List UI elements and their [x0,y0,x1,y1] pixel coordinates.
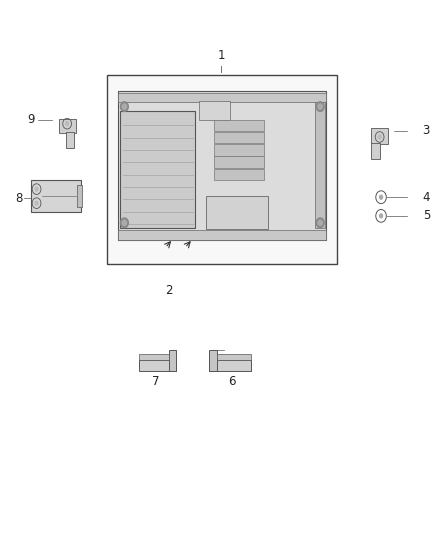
Text: 9: 9 [27,114,35,126]
Bar [214,156,264,168]
Text: 2: 2 [165,284,173,297]
Bar [120,111,195,228]
Circle shape [65,121,69,126]
Bar [214,144,264,156]
Bar [139,360,176,371]
Text: 3: 3 [423,124,430,137]
Text: 5: 5 [423,209,430,222]
Bar [217,354,251,360]
Text: 7: 7 [152,375,159,387]
Text: 8: 8 [15,192,23,205]
Bar [59,119,75,133]
Bar [209,350,217,371]
Bar [139,354,169,360]
Bar [214,132,264,143]
Text: 6: 6 [228,375,236,387]
Bar [118,93,326,102]
Circle shape [34,187,39,192]
Bar [214,119,264,131]
Circle shape [316,102,324,111]
Bar [371,143,380,159]
Circle shape [120,102,128,111]
Bar [209,360,251,371]
Bar [315,102,325,228]
Bar [199,101,230,120]
Circle shape [34,200,39,206]
Bar [31,180,81,212]
Circle shape [318,104,322,109]
Bar [107,75,337,264]
Text: 1: 1 [217,50,225,62]
Circle shape [122,220,127,225]
Circle shape [316,218,324,228]
Circle shape [378,134,382,140]
Bar [118,91,326,240]
Bar [66,132,74,148]
Bar [118,230,326,240]
Circle shape [379,195,383,200]
Bar [214,168,264,180]
Bar [77,185,82,207]
Bar [371,128,388,144]
Text: 4: 4 [423,191,430,204]
Bar [169,350,176,371]
Circle shape [318,220,322,225]
Circle shape [120,218,128,228]
Bar [206,196,268,229]
Circle shape [379,213,383,219]
Circle shape [122,104,127,109]
